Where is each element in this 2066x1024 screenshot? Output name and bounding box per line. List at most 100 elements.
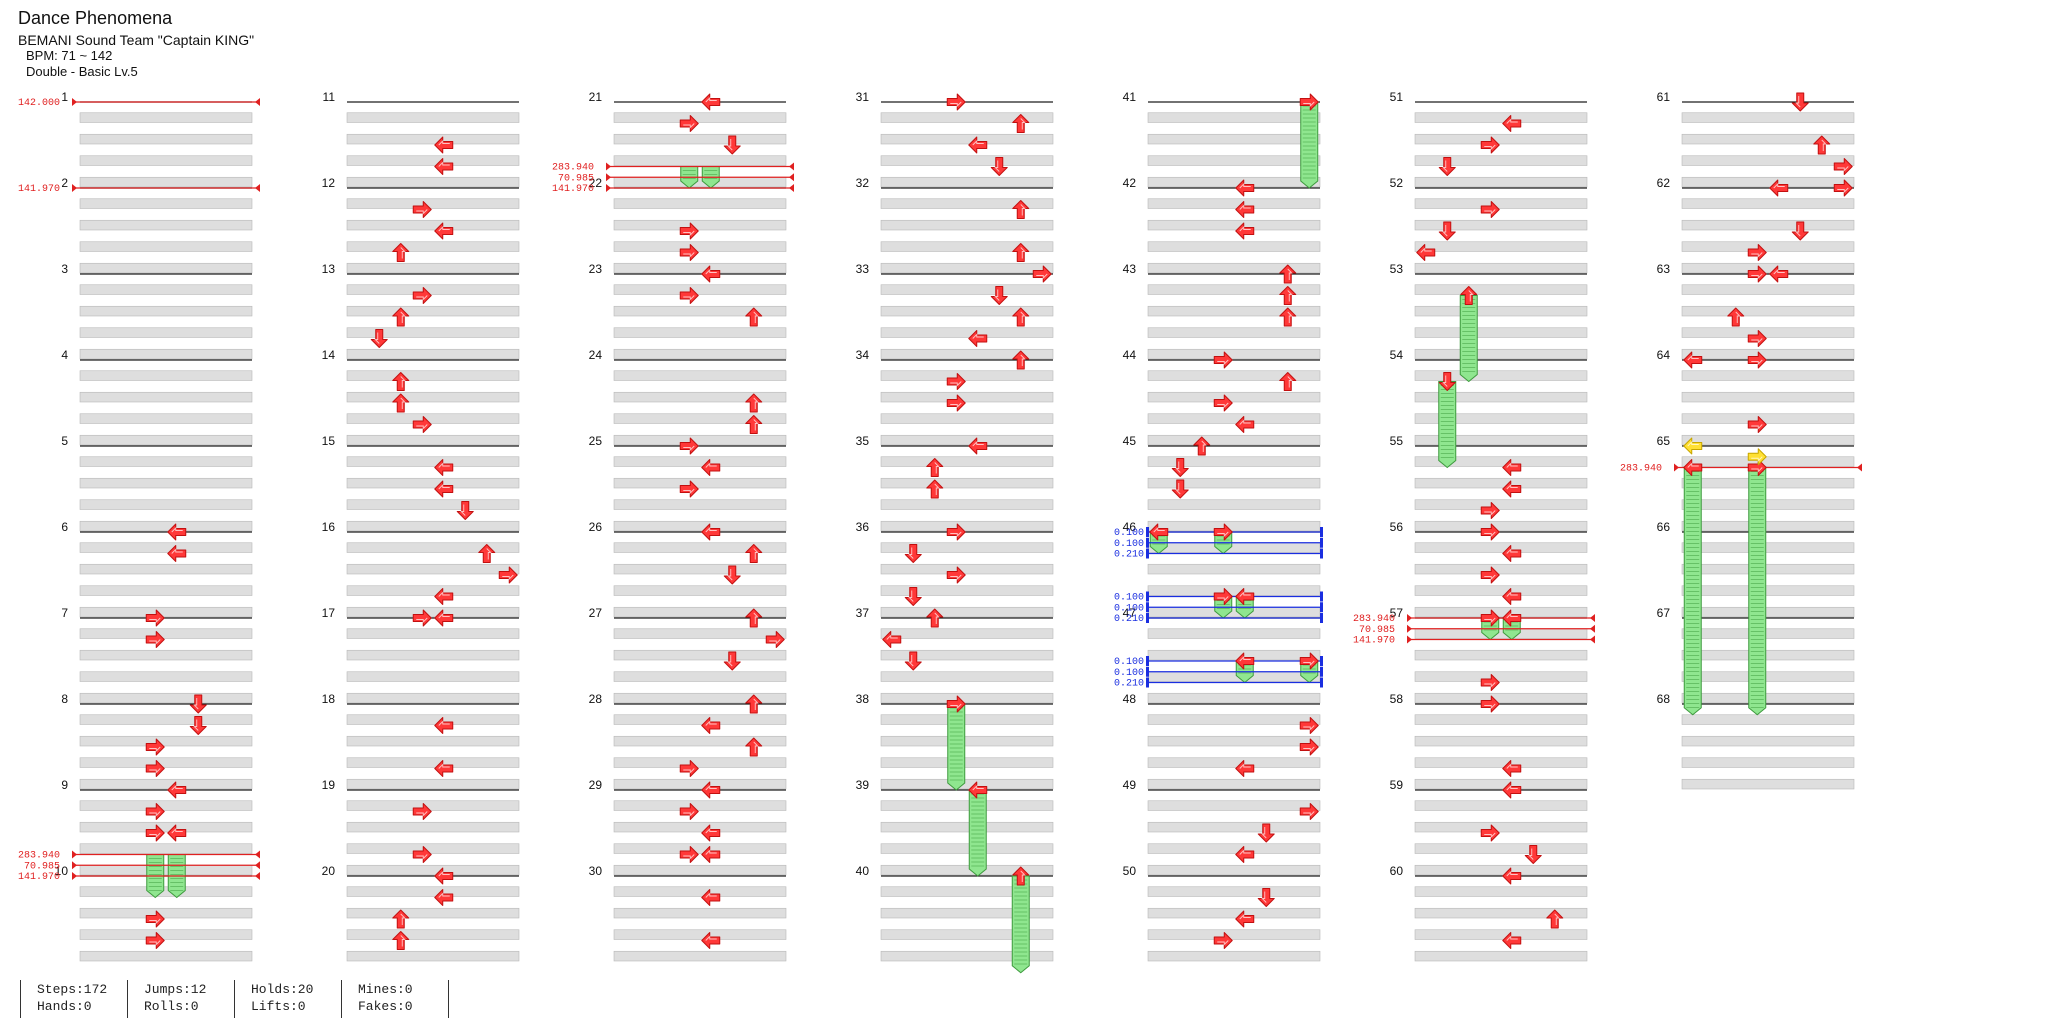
arrow-shine xyxy=(416,209,428,215)
arrow-shine xyxy=(149,768,161,774)
arrow-icon xyxy=(1299,93,1319,111)
arrow-shine xyxy=(1773,182,1785,189)
beat-band xyxy=(346,520,520,532)
beat-band xyxy=(79,671,253,682)
arrow-icon xyxy=(1747,244,1767,261)
beat-band xyxy=(1414,864,1588,876)
arrow-shape xyxy=(1299,93,1319,111)
arrow-shine xyxy=(1751,456,1763,462)
beat-band xyxy=(79,434,253,446)
measure-number: 52 xyxy=(1390,176,1404,190)
stop-marker: 0.100 xyxy=(1114,666,1323,679)
arrow-shine xyxy=(1153,526,1165,533)
arrow-shape xyxy=(1171,458,1189,477)
arrow-shine xyxy=(753,612,759,624)
beat-band xyxy=(613,198,787,209)
arrow-shape xyxy=(412,846,432,863)
arrow-shape xyxy=(946,523,966,541)
arrow-shine xyxy=(1506,483,1518,490)
beat-band xyxy=(1147,649,1321,661)
arrow-icon xyxy=(1012,350,1030,370)
beat-band xyxy=(1414,886,1588,897)
arrow-shine xyxy=(438,720,450,726)
arrow-shape xyxy=(904,544,922,563)
arrow-shine xyxy=(416,295,428,301)
bpm-marker: 70.985 xyxy=(1359,624,1595,636)
arrow-icon xyxy=(478,544,496,563)
arrow-icon xyxy=(1032,265,1052,283)
measure-number: 33 xyxy=(856,262,870,276)
beat-band xyxy=(880,434,1054,446)
arrow-icon xyxy=(1769,179,1789,197)
beat-band xyxy=(1147,864,1321,876)
arrow-shape xyxy=(904,587,922,606)
stop-end-tick xyxy=(1320,527,1323,537)
beat-band xyxy=(1414,305,1588,317)
arrow-shine xyxy=(438,763,450,769)
beat-band xyxy=(613,671,787,682)
beat-band xyxy=(346,585,520,596)
arrow-shape xyxy=(1480,566,1500,584)
arrow-icon xyxy=(1235,910,1255,928)
bpm-label: 141.970 xyxy=(1353,636,1395,647)
arrow-shine xyxy=(1821,139,1827,151)
arrow-icon xyxy=(1813,135,1831,155)
beat-band xyxy=(613,778,787,790)
arrow-shape xyxy=(412,287,432,304)
beat-band xyxy=(346,843,520,854)
arrow-shape xyxy=(1502,588,1522,605)
beat-band xyxy=(880,886,1054,897)
beat-band xyxy=(346,327,520,338)
beat-band xyxy=(880,391,1054,403)
arrow-shine xyxy=(1303,101,1315,108)
arrow-shine xyxy=(769,639,781,645)
arrow-shape xyxy=(1257,888,1275,907)
arrow-shine xyxy=(193,719,199,731)
arrow-shape xyxy=(412,416,432,433)
stop-layer: 0.1000.1000.2100.1000.1000.2100.1000.100… xyxy=(1114,527,1323,690)
jumps-count: Jumps:12 xyxy=(144,982,207,997)
beat-band xyxy=(880,413,1054,424)
arrow-shine xyxy=(683,811,695,817)
arrow-shine xyxy=(1751,273,1763,280)
beat-band xyxy=(880,456,1054,467)
measure-column: 51 52 53 54 55 56 57 58 59 60 xyxy=(1390,90,1588,962)
beat-band xyxy=(1681,671,1855,682)
beat-band xyxy=(79,348,253,360)
beat-band xyxy=(1681,370,1855,381)
beat-band xyxy=(1147,434,1321,446)
beat-band xyxy=(613,176,787,188)
beat-band xyxy=(1147,929,1321,940)
arrow-shine xyxy=(727,569,733,581)
bpm-label: 141.970 xyxy=(552,184,594,195)
stop-label: 0.100 xyxy=(1114,528,1144,539)
beat-band xyxy=(1147,606,1321,618)
arrow-shine xyxy=(1837,187,1849,194)
beat-band xyxy=(1681,757,1855,768)
arrow-icon xyxy=(1683,459,1703,476)
beat-band xyxy=(79,520,253,532)
arrow-icon xyxy=(412,287,432,304)
arrow-shine xyxy=(416,811,428,817)
beat-band xyxy=(1147,563,1321,575)
measure-number: 12 xyxy=(322,176,336,190)
arrow-icon xyxy=(1171,479,1189,499)
arrow-shape xyxy=(434,867,454,885)
arrow-icon xyxy=(1257,823,1275,843)
arrow-icon xyxy=(1727,307,1745,327)
arrow-shape xyxy=(434,760,454,777)
measure-number: 24 xyxy=(589,348,603,362)
beat-band xyxy=(880,929,1054,940)
beat-band xyxy=(880,305,1054,317)
beat-band xyxy=(1414,563,1588,575)
arrow-icon xyxy=(392,307,410,327)
beat-band xyxy=(1147,370,1321,381)
measure-number: 46 xyxy=(1123,520,1137,534)
measure-column: 21 22 23 24 25 26 27 28 29 30 xyxy=(589,90,787,962)
measure-number: 56 xyxy=(1390,520,1404,534)
beat-band xyxy=(1147,456,1321,467)
arrow-shine xyxy=(1217,940,1229,946)
bpm-start-tick xyxy=(1407,635,1412,644)
measure-column: 11 12 13 14 15 16 17 18 19 20 xyxy=(322,90,520,962)
arrow-icon xyxy=(679,244,699,261)
